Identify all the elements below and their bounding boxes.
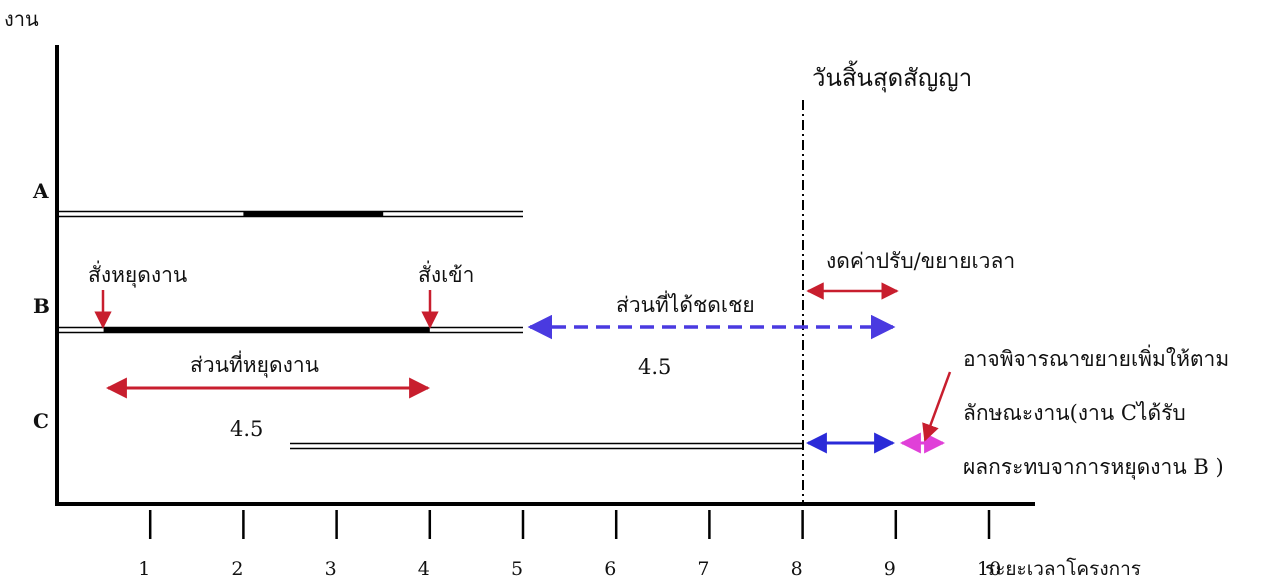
stopped-period-label: ส่วนที่หยุดงาน: [190, 350, 319, 378]
task-label-c: C: [33, 409, 49, 433]
note-line-1: อาจพิจารณาขยายเพิ่มให้ตาม: [963, 344, 1229, 371]
note-line-3: ผลกระทบจาการหยุดงาน B ): [963, 455, 1224, 480]
task-label-a: A: [32, 179, 49, 203]
x-tick-label: 8: [791, 558, 803, 580]
stopped-duration-label: 4.5: [230, 417, 263, 441]
x-tick-label: 9: [884, 558, 896, 580]
note-pointer-arrow: [922, 371, 952, 442]
task-bars: [57, 210, 803, 450]
x-tick-label: 3: [325, 558, 337, 580]
x-axis-label: ระยะเวลาโครงการ: [985, 557, 1141, 580]
x-tick-label: 10: [977, 558, 1001, 580]
waive-penalty-label: งดค่าปรับ/ขยายเวลา: [826, 249, 1015, 273]
x-tick-label: 5: [511, 558, 523, 580]
note-line-2: ลักษณะงาน(งาน Cได้รับ: [963, 401, 1186, 425]
x-tick-label: 1: [138, 558, 150, 580]
task-label-b: B: [33, 294, 50, 318]
x-ticks: 1 2 3 4 5 6 7 8 9 10: [138, 510, 1001, 580]
x-tick-label: 4: [418, 558, 430, 580]
x-tick-label: 6: [604, 558, 616, 580]
compensated-duration-label: 4.5: [638, 355, 671, 379]
contract-end-label: วันสิ้นสุดสัญญา: [812, 60, 972, 93]
stop-order-label: สั่งหยุดงาน: [88, 260, 187, 288]
y-axis-label: งาน: [4, 7, 39, 31]
x-tick-label: 7: [697, 558, 709, 580]
x-tick-label: 2: [231, 558, 243, 580]
resume-order-label: สั่งเข้า: [418, 260, 474, 287]
compensated-period-label: ส่วนที่ได้ชดเชย: [616, 290, 755, 317]
